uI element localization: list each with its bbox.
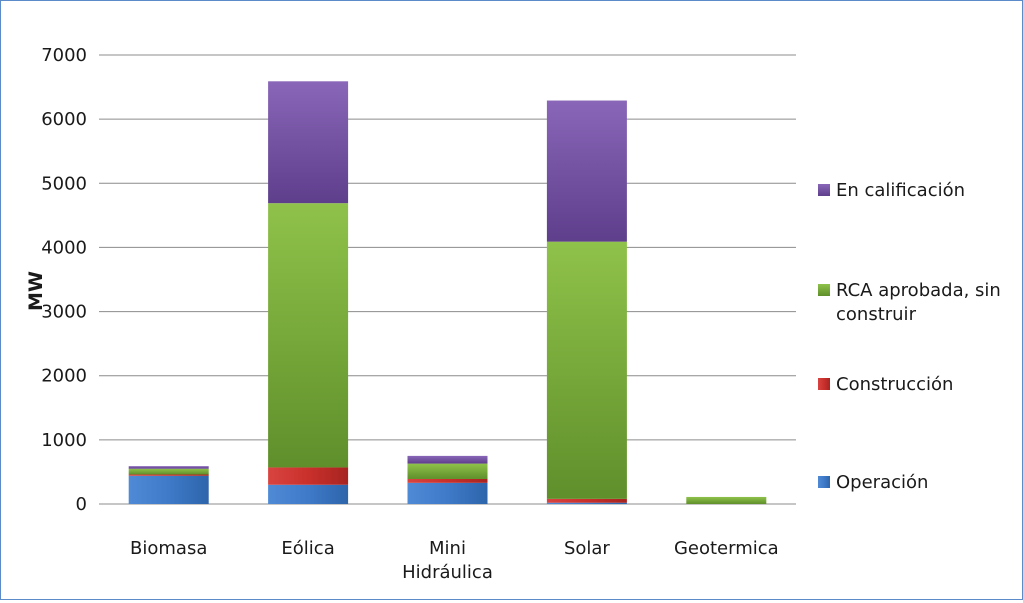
bar-solar-operacion [546, 502, 627, 504]
bar-mini-hidraulica-operacion [407, 482, 488, 504]
y-tick-label: 1000 [41, 430, 87, 451]
bar-biomasa-en-calificacion [128, 466, 209, 469]
bar-mini-hidraulica-construccion [407, 478, 488, 483]
bar-solar-en-calificacion [546, 100, 627, 242]
y-tick-label: 6000 [41, 109, 87, 130]
y-axis-label: MW [25, 271, 47, 311]
x-tick-label: Mini Hidráulica [402, 538, 493, 583]
y-axis-ticks: 0 1000 2000 3000 4000 5000 6000 7000 [41, 45, 87, 515]
legend-swatch-en-calificacion [818, 184, 830, 196]
bars [128, 81, 767, 504]
x-tick-label: Geotermica [674, 538, 779, 559]
bar-eolica-operacion [268, 484, 349, 504]
bar-eolica-en-calificacion [268, 81, 349, 204]
legend-label-en-calificacion: En calificación [836, 180, 965, 201]
legend-swatch-construccion [818, 378, 830, 390]
bar-eolica-rca-aprobada-sin-construir [268, 203, 349, 468]
gridlines [99, 54, 796, 505]
y-tick-label: 0 [76, 494, 87, 515]
bar-mini-hidraulica-en-calificacion [407, 455, 488, 464]
bar-biomasa-construccion [128, 474, 209, 476]
legend-swatch-operacion [818, 476, 830, 488]
legend-swatch-rca-aprobada-sin-construir [818, 284, 830, 296]
x-tick-label: Solar [564, 538, 610, 559]
legend-label-rca-aprobada-sin-construir: RCA aprobada, sin construir [836, 280, 1001, 325]
y-tick-label: 4000 [41, 237, 87, 258]
y-tick-label: 3000 [41, 302, 87, 323]
legend-label-construccion: Construcción [836, 374, 953, 395]
y-tick-label: 5000 [41, 173, 87, 194]
legend: En calificación RCA aprobada, sin construi… [818, 180, 1001, 493]
x-axis-labels: Biomasa Eólica Mini Hidráulica Solar Geotermi… [130, 538, 779, 583]
bar-biomasa-rca-aprobada-sin-construir [128, 468, 209, 475]
bar-solar-rca-aprobada-sin-construir [546, 241, 627, 499]
legend-label-operacion: Operación [836, 472, 928, 493]
y-tick-label: 2000 [41, 366, 87, 387]
y-tick-label: 7000 [41, 45, 87, 66]
bar-mini-hidraulica-rca-aprobada-sin-construir [407, 463, 488, 479]
bar-biomasa-operacion [128, 475, 209, 504]
x-tick-label: Biomasa [130, 538, 207, 559]
bar-geotermica-rca-aprobada-sin-construir [686, 496, 767, 504]
x-tick-label: Eólica [281, 538, 334, 559]
bar-solar-construccion [546, 498, 627, 503]
bar-eolica-construccion [268, 467, 349, 485]
